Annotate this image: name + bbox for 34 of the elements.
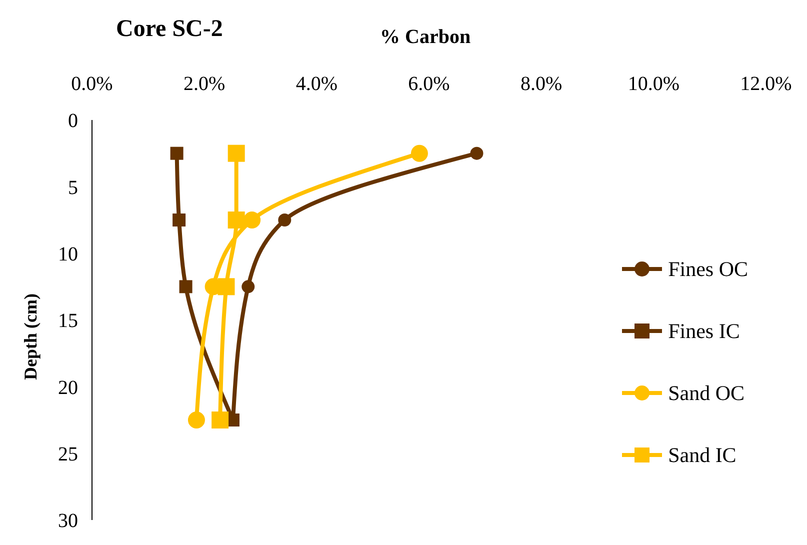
y-tick-label: 5 <box>68 176 78 199</box>
legend-label: Sand OC <box>668 380 744 406</box>
point <box>179 280 192 294</box>
point <box>212 412 229 428</box>
point <box>470 146 484 160</box>
x-tick-label: 10.0% <box>628 73 680 95</box>
point <box>244 212 261 228</box>
y-axis-title: Depth (cm) <box>20 294 40 380</box>
x-tick-label: 4.0% <box>296 73 338 95</box>
chart-title: Core SC-2 <box>116 16 223 43</box>
point <box>228 144 245 162</box>
legend-label: Sand IC <box>668 442 736 468</box>
x-tick-label: 2.0% <box>183 73 226 95</box>
x-tick-label: 0.0% <box>71 73 113 95</box>
point <box>278 214 292 226</box>
x-tick-label: 8.0% <box>520 73 562 95</box>
y-tick-label: 30 <box>58 510 78 532</box>
legend-label: Fines IC <box>668 318 740 344</box>
legend-label: Fines OC <box>668 256 748 282</box>
y-tick-label: 25 <box>58 443 78 466</box>
point <box>228 212 245 228</box>
point <box>218 278 235 296</box>
x-tick-label: 6.0% <box>408 73 450 95</box>
point <box>410 144 428 162</box>
y-tick-label: 20 <box>58 376 78 399</box>
point <box>172 214 186 226</box>
point <box>170 146 184 160</box>
y-tick-label: 10 <box>58 243 78 266</box>
x-tick-label: 12.0% <box>740 73 792 95</box>
point <box>242 280 255 294</box>
y-tick-label: 0 <box>68 110 78 132</box>
y-tick-label: 15 <box>58 310 78 332</box>
point <box>188 412 205 428</box>
x-axis-title: % Carbon <box>380 26 471 49</box>
